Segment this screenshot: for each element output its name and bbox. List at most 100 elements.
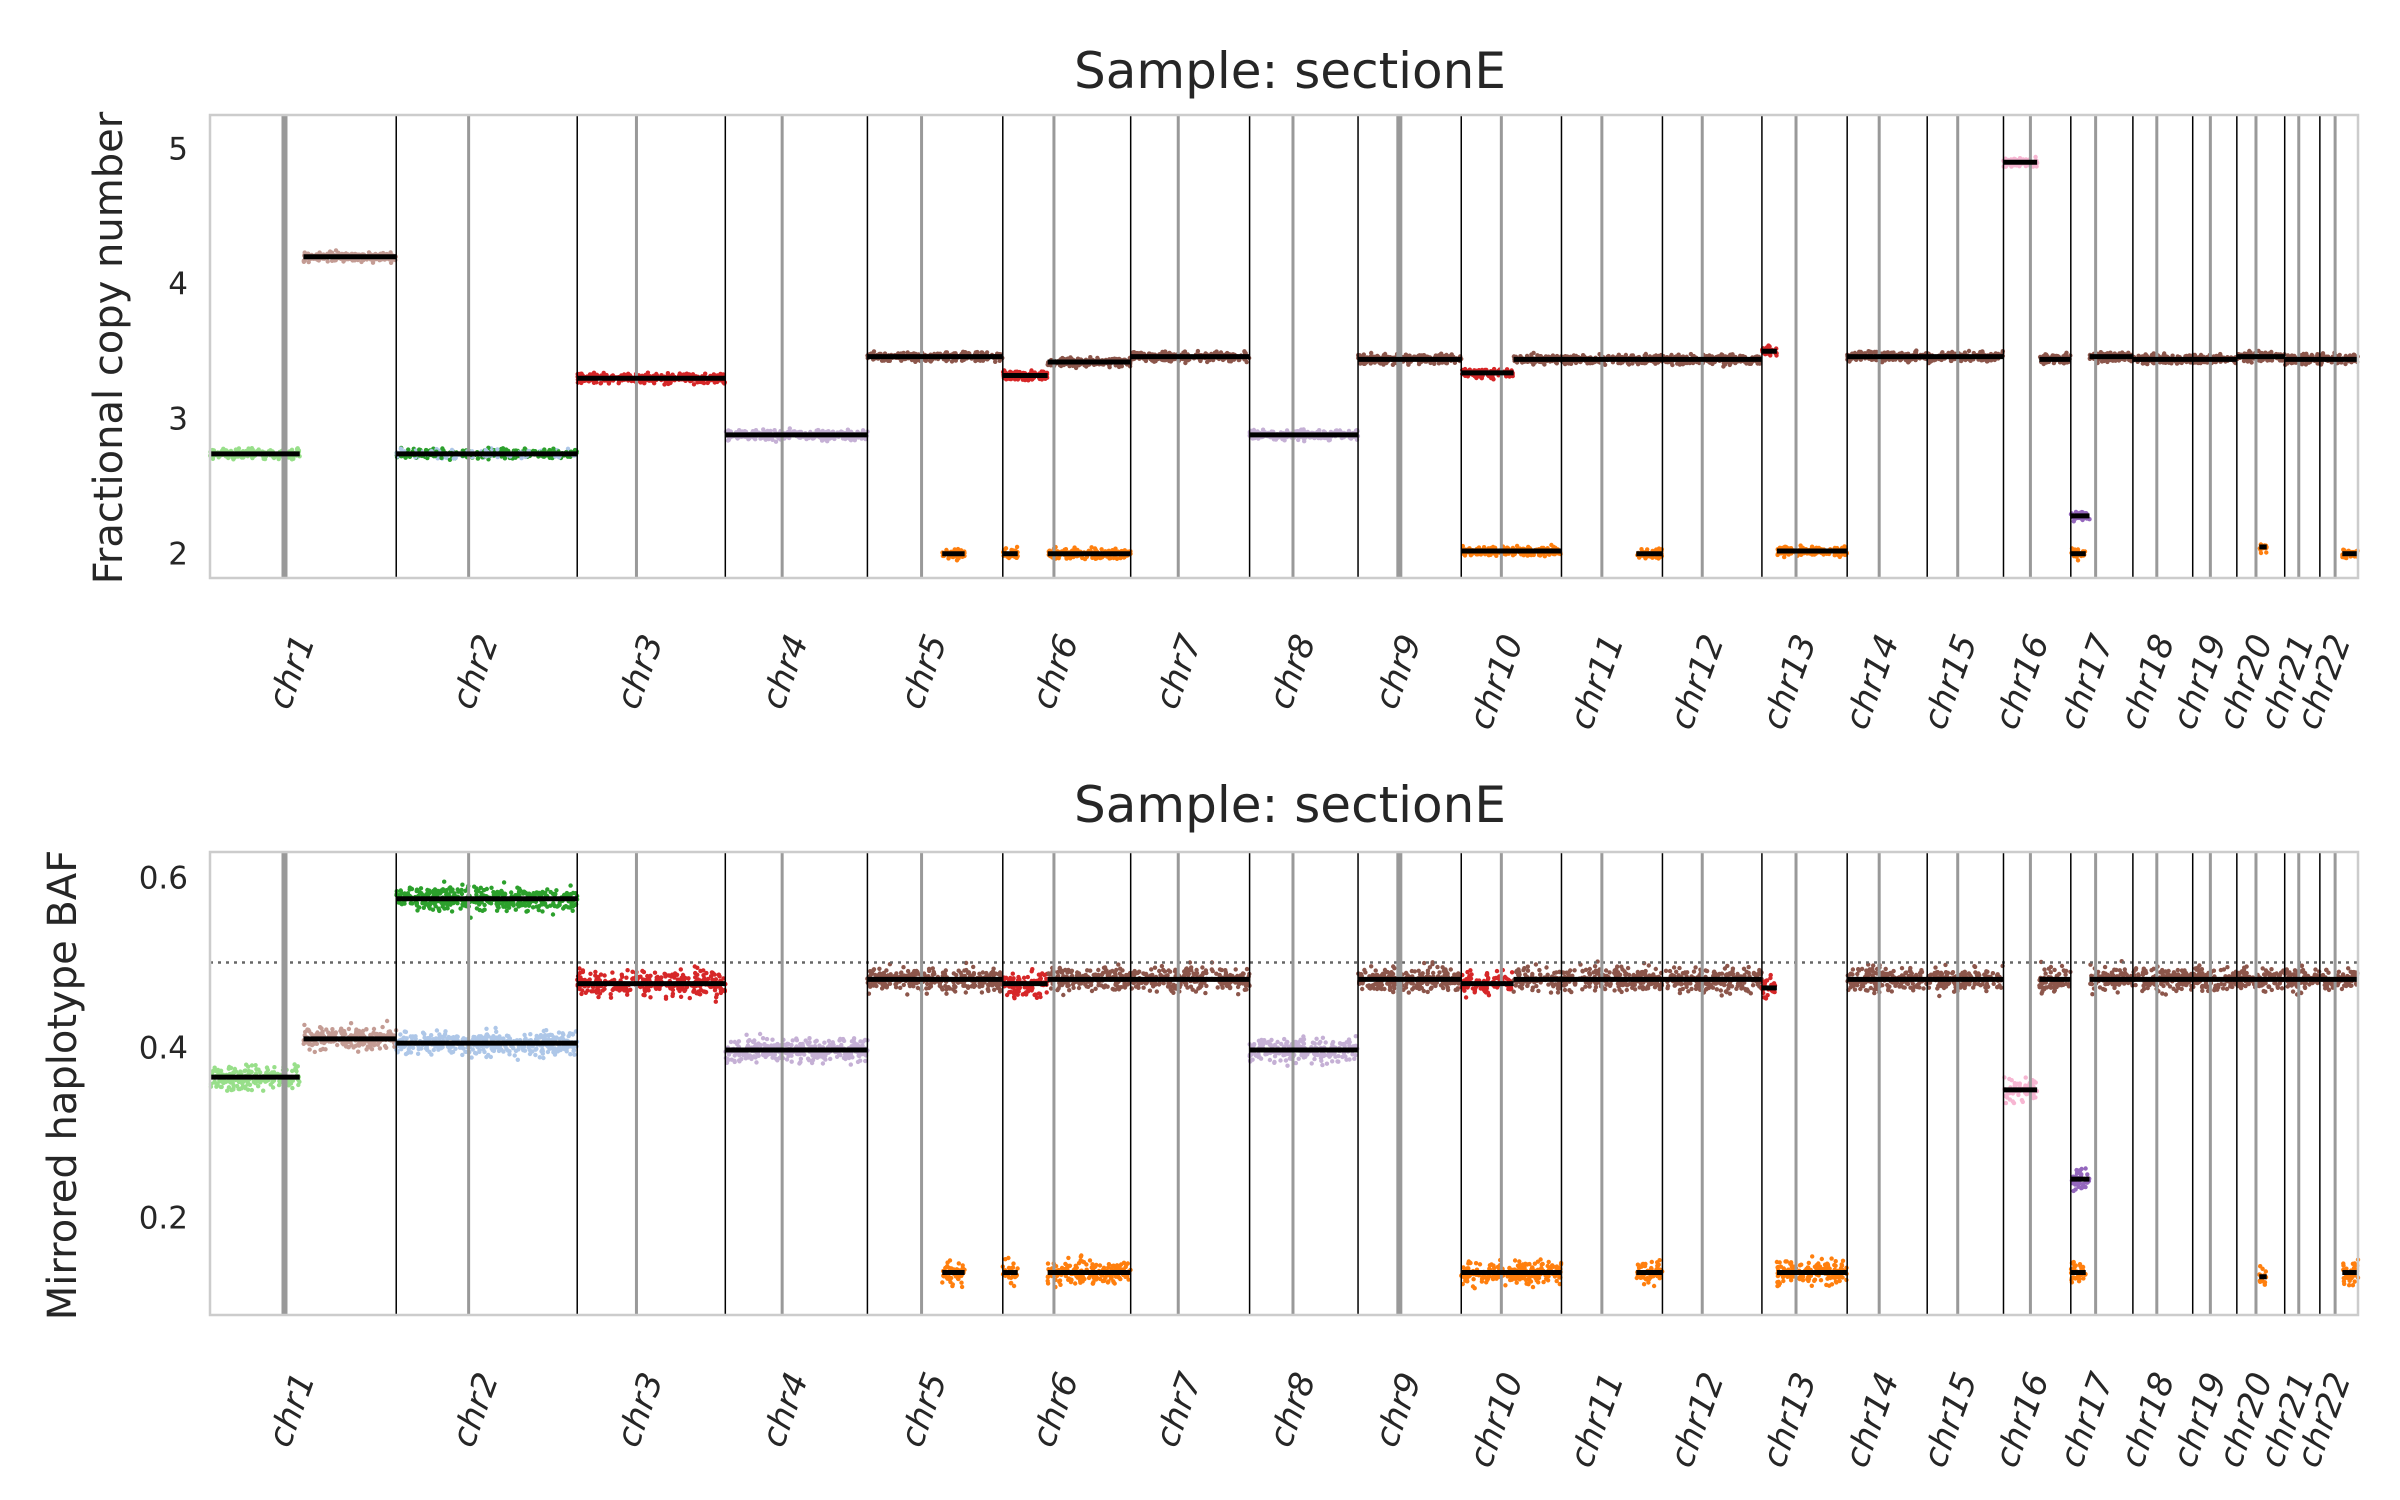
data-point — [980, 358, 986, 363]
data-point — [1214, 349, 1219, 354]
data-point — [598, 380, 604, 386]
data-point — [425, 455, 430, 461]
data-point — [439, 455, 444, 461]
data-point — [1616, 352, 1622, 357]
data-point — [691, 382, 697, 387]
y-axis-label: Fractional copy number — [86, 111, 132, 584]
data-point — [2003, 164, 2009, 169]
chart-title: Sample: sectionE — [1074, 42, 1506, 100]
data-point — [2151, 351, 2156, 356]
data-point — [1676, 352, 1681, 357]
data-point — [502, 456, 508, 461]
data-point — [301, 259, 307, 264]
data-point — [1296, 437, 1301, 443]
data-point — [819, 438, 825, 443]
data-point — [370, 260, 376, 265]
data-point — [1088, 355, 1093, 360]
data-point — [662, 382, 667, 387]
data-point — [232, 455, 237, 460]
data-point — [860, 428, 866, 433]
data-point — [1089, 545, 1094, 550]
data-point — [388, 250, 393, 255]
data-point — [475, 456, 481, 461]
data-point — [2343, 361, 2348, 367]
data-point — [2285, 361, 2290, 366]
data-point — [1205, 359, 1210, 365]
copy-number-panel: Sample: sectionE Fractional copy number … — [86, 42, 2360, 735]
data-point — [642, 381, 647, 386]
data-point — [1369, 350, 1374, 356]
data-point — [960, 349, 966, 354]
data-point — [389, 258, 395, 263]
data-point — [547, 455, 552, 460]
data-point — [483, 447, 488, 453]
data-point — [703, 371, 708, 376]
data-point — [579, 371, 584, 376]
data-point — [444, 455, 449, 460]
data-point — [1014, 544, 1020, 550]
data-point — [501, 447, 506, 452]
data-point — [325, 259, 330, 264]
data-point — [616, 381, 621, 386]
data-point — [406, 447, 411, 452]
data-point — [249, 446, 255, 451]
data-point — [1774, 353, 1779, 358]
data-point — [773, 439, 779, 444]
data-point — [565, 446, 571, 451]
data-point — [451, 456, 456, 461]
data-point — [291, 456, 296, 461]
data-point — [787, 426, 792, 431]
data-point — [718, 371, 723, 377]
data-point — [210, 456, 216, 461]
data-point — [1337, 428, 1343, 433]
data-point — [1260, 427, 1266, 432]
data-point — [2101, 358, 2107, 364]
data-point — [306, 259, 311, 265]
data-point — [701, 380, 707, 386]
data-point — [1242, 349, 1247, 354]
data-point — [1767, 344, 1772, 349]
data-point — [317, 250, 322, 255]
data-point — [1768, 353, 1773, 358]
data-point — [711, 372, 716, 377]
data-point — [736, 428, 742, 433]
data-point — [241, 455, 246, 460]
data-point — [1721, 364, 1726, 369]
data-point — [1114, 556, 1120, 561]
data-point — [1099, 547, 1104, 552]
data-point — [1948, 358, 1954, 364]
data-point — [1529, 352, 1534, 357]
data-point — [332, 258, 337, 263]
data-point — [1730, 352, 1735, 357]
data-point — [1978, 349, 1983, 355]
data-point — [440, 446, 445, 451]
data-point — [2009, 164, 2014, 169]
data-point — [1026, 378, 1031, 383]
data-point — [2064, 350, 2069, 355]
data-point — [246, 446, 251, 451]
data-point — [1152, 359, 1157, 364]
data-point — [328, 250, 334, 255]
data-point — [825, 439, 830, 444]
data-point — [2303, 362, 2309, 367]
data-point — [359, 259, 364, 265]
data-point — [1271, 437, 1277, 442]
data-point — [333, 248, 339, 253]
data-point — [1914, 348, 1919, 353]
data-point — [1333, 428, 1339, 433]
data-point — [366, 250, 372, 255]
data-point — [522, 446, 527, 451]
data-point — [1906, 360, 1911, 365]
data-point — [495, 447, 500, 452]
data-point — [1866, 349, 1871, 354]
data-point — [2071, 519, 2076, 524]
data-point — [697, 379, 703, 385]
data-point — [1966, 348, 1972, 354]
data-point — [954, 558, 960, 563]
data-point — [1090, 555, 1095, 560]
data-point — [398, 446, 404, 451]
data-point — [725, 438, 731, 443]
data-point — [262, 456, 268, 462]
